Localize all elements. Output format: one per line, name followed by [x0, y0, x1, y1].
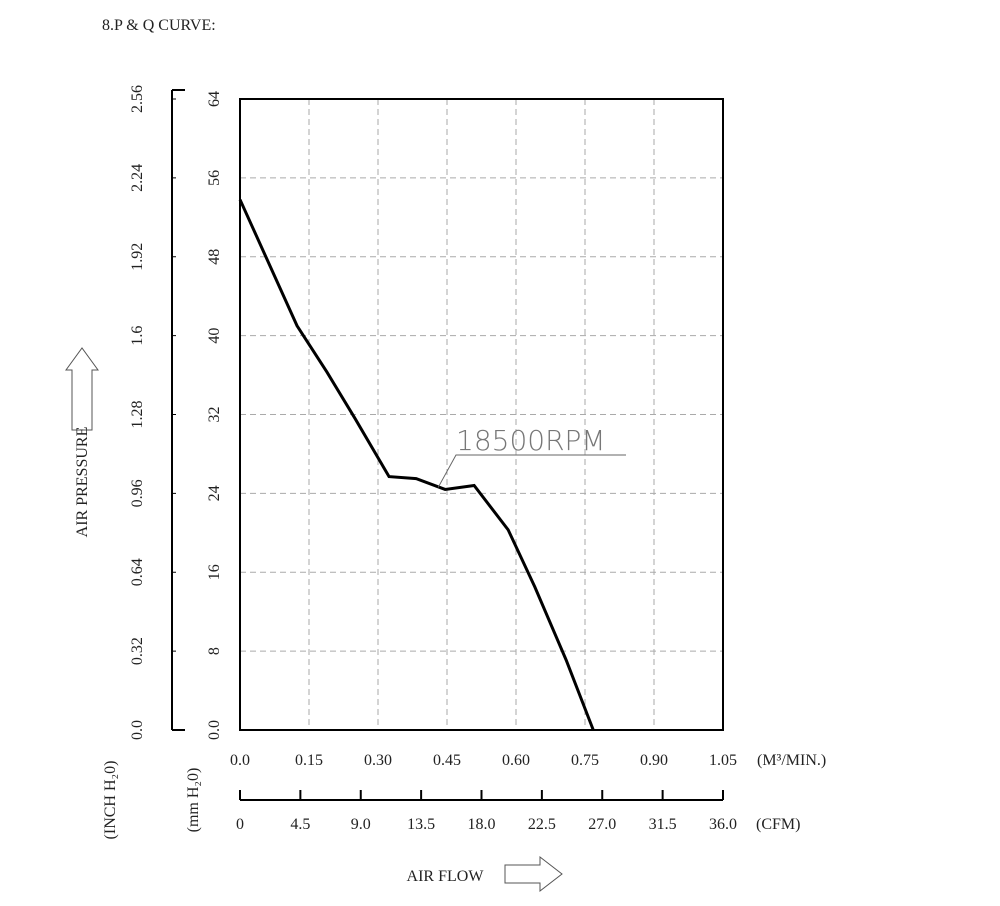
- x-label: AIR FLOW: [407, 868, 485, 885]
- x2-tick-label: 36.0: [709, 816, 737, 833]
- y2-tick-label: 1.92: [129, 243, 146, 271]
- x2-unit: (CFM): [756, 816, 800, 833]
- y-tick-label: 32: [206, 407, 223, 423]
- x2-tick-label: 31.5: [649, 816, 677, 833]
- x-tick-label: 0.30: [364, 752, 392, 769]
- y2-tick-label: 2.56: [129, 85, 146, 113]
- y-tick-label: 64: [206, 91, 223, 107]
- plot-frame: [239, 98, 724, 731]
- y2-unit: (INCH H₂0): [102, 761, 119, 840]
- x-tick-label: 0.15: [295, 752, 323, 769]
- x2-tick-label: 27.0: [588, 816, 616, 833]
- y2-tick-label: 1.6: [129, 326, 146, 346]
- y2-tick-label: 1.28: [129, 401, 146, 429]
- x-tick-label: 1.05: [709, 752, 737, 769]
- y2-tick-label: 0.32: [129, 637, 146, 665]
- x2-tick-label: 22.5: [528, 816, 556, 833]
- y-label: AIR PRESSURE: [74, 427, 91, 538]
- y-tick-label: 16: [206, 564, 223, 580]
- series-label: 18500RPM: [456, 424, 606, 457]
- y-tick-label: 8: [206, 647, 223, 655]
- label-leader: [437, 454, 626, 488]
- y2-tick-label: 0.96: [129, 479, 146, 507]
- y2-tick-label: 2.24: [129, 164, 146, 192]
- x2-tick-label: 18.0: [468, 816, 496, 833]
- x2-tick-label: 0: [236, 816, 244, 833]
- x-unit: (M³/MIN.): [757, 752, 826, 769]
- y-tick-label: 48: [206, 249, 223, 265]
- y-tick-label: 40: [206, 328, 223, 344]
- y2-tick-label: 0.64: [129, 558, 146, 586]
- y-unit: (mm H₂0): [185, 768, 202, 833]
- x-tick-label: 0.45: [433, 752, 461, 769]
- x-tick-label: 0.0: [230, 752, 250, 769]
- x-tick-label: 0.90: [640, 752, 668, 769]
- y-tick-label: 24: [206, 485, 223, 501]
- y-tick-label: 0.0: [206, 720, 223, 740]
- right-arrow: [504, 855, 563, 893]
- x-tick-label: 0.60: [502, 752, 530, 769]
- y-tick-label: 56: [206, 170, 223, 186]
- x-tick-label: 0.75: [571, 752, 599, 769]
- up-arrow: [65, 347, 99, 431]
- x2-tick-label: 13.5: [407, 816, 435, 833]
- x2-tick-label: 4.5: [290, 816, 310, 833]
- y2-tick-label: 0.0: [129, 720, 146, 740]
- curve: [238, 198, 595, 731]
- chart-title: 8.P & Q CURVE:: [102, 17, 216, 34]
- x2-tick-label: 9.0: [351, 816, 371, 833]
